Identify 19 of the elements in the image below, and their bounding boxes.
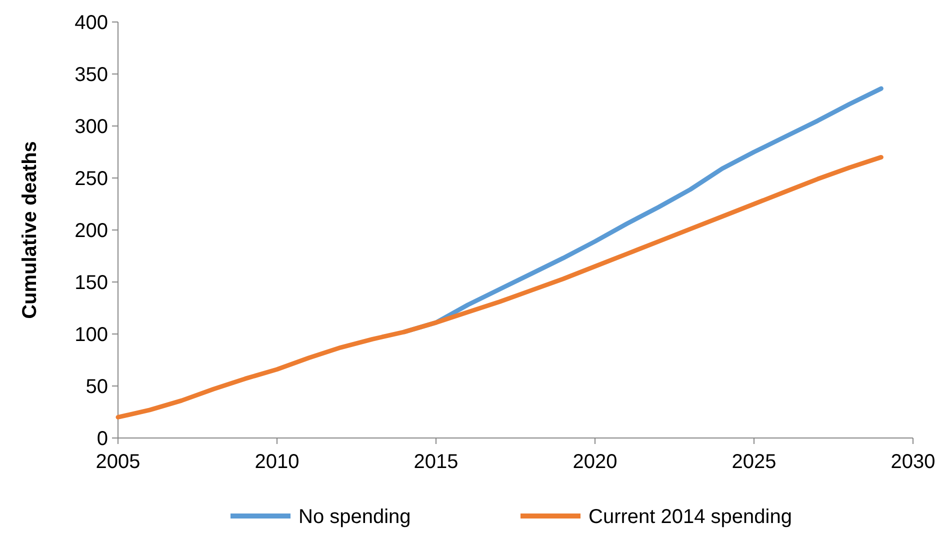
x-tick-label: 2010 [254,451,300,473]
y-tick-label: 200 [74,220,108,242]
y-tick-label: 400 [74,12,108,34]
x-tick-label: 2030 [890,451,936,473]
line-series [116,154,884,420]
legend-label: No spending [298,506,411,528]
legend-label: Current 2014 spending [588,506,792,528]
x-tick-label: 2025 [732,451,776,473]
x-tick-label: 2015 [414,451,458,473]
y-tick-label: 0 [96,428,108,450]
y-tick-label: 350 [74,64,108,86]
y-tick-label: 50 [86,376,108,398]
y-tick-label: 100 [74,324,108,346]
y-axis-title: Cumulative deaths [19,141,41,319]
y-tick-label: 250 [74,168,108,190]
x-tick-label: 2005 [96,451,140,473]
y-tick-label: 150 [74,272,108,294]
y-tick-label: 300 [74,116,108,138]
x-tick-label: 2020 [572,451,618,473]
